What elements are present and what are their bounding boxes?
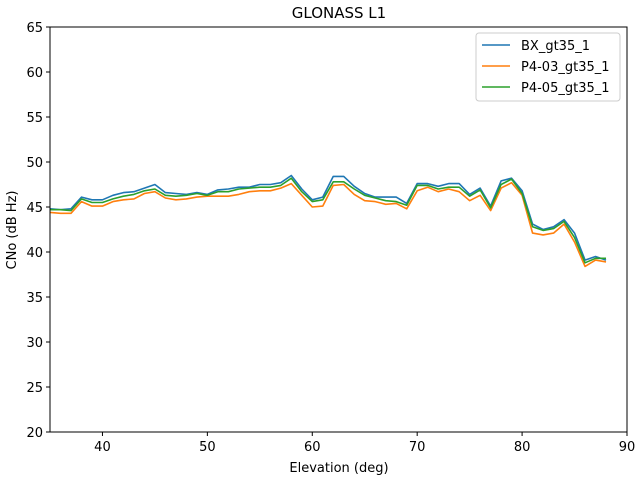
x-tick-label: 70 xyxy=(409,440,426,455)
y-tick-label: 50 xyxy=(26,156,43,171)
y-tick-label: 20 xyxy=(26,426,43,441)
x-tick-label: 90 xyxy=(619,440,636,455)
x-tick-label: 50 xyxy=(199,440,216,455)
chart-title: GLONASS L1 xyxy=(292,4,386,22)
y-axis-label: CNo (dB Hz) xyxy=(5,191,20,270)
x-tick-label: 80 xyxy=(514,440,531,455)
series-line-p4-05-gt35-1 xyxy=(50,177,607,264)
x-axis: 40 50 60 70 80 90 xyxy=(94,432,635,455)
x-tick-label: 40 xyxy=(94,440,111,455)
x-tick-label: 60 xyxy=(304,440,321,455)
legend-box xyxy=(475,32,621,102)
plot-frame xyxy=(49,26,628,433)
y-tick-label: 60 xyxy=(26,66,43,81)
y-tick-label: 30 xyxy=(26,336,43,351)
y-tick-label: 55 xyxy=(26,111,43,126)
y-axis: 20 25 30 35 40 45 50 55 60 65 xyxy=(26,21,50,441)
x-axis-label: Elevation (deg) xyxy=(289,461,388,476)
series-line-p4-03-gt35-1 xyxy=(50,181,607,268)
series-layer xyxy=(50,174,607,268)
legend: BX_gt35_1 P4-03_gt35_1 P4-05_gt35_1 xyxy=(475,32,621,102)
y-tick-label: 25 xyxy=(26,381,43,396)
y-tick-label: 40 xyxy=(26,246,43,261)
legend-label: P4-03_gt35_1 xyxy=(521,60,610,75)
legend-label: P4-05_gt35_1 xyxy=(521,81,610,96)
legend-label: BX_gt35_1 xyxy=(521,39,590,54)
y-tick-label: 45 xyxy=(26,201,43,216)
y-tick-label: 65 xyxy=(26,21,43,36)
y-tick-label: 35 xyxy=(26,291,43,306)
